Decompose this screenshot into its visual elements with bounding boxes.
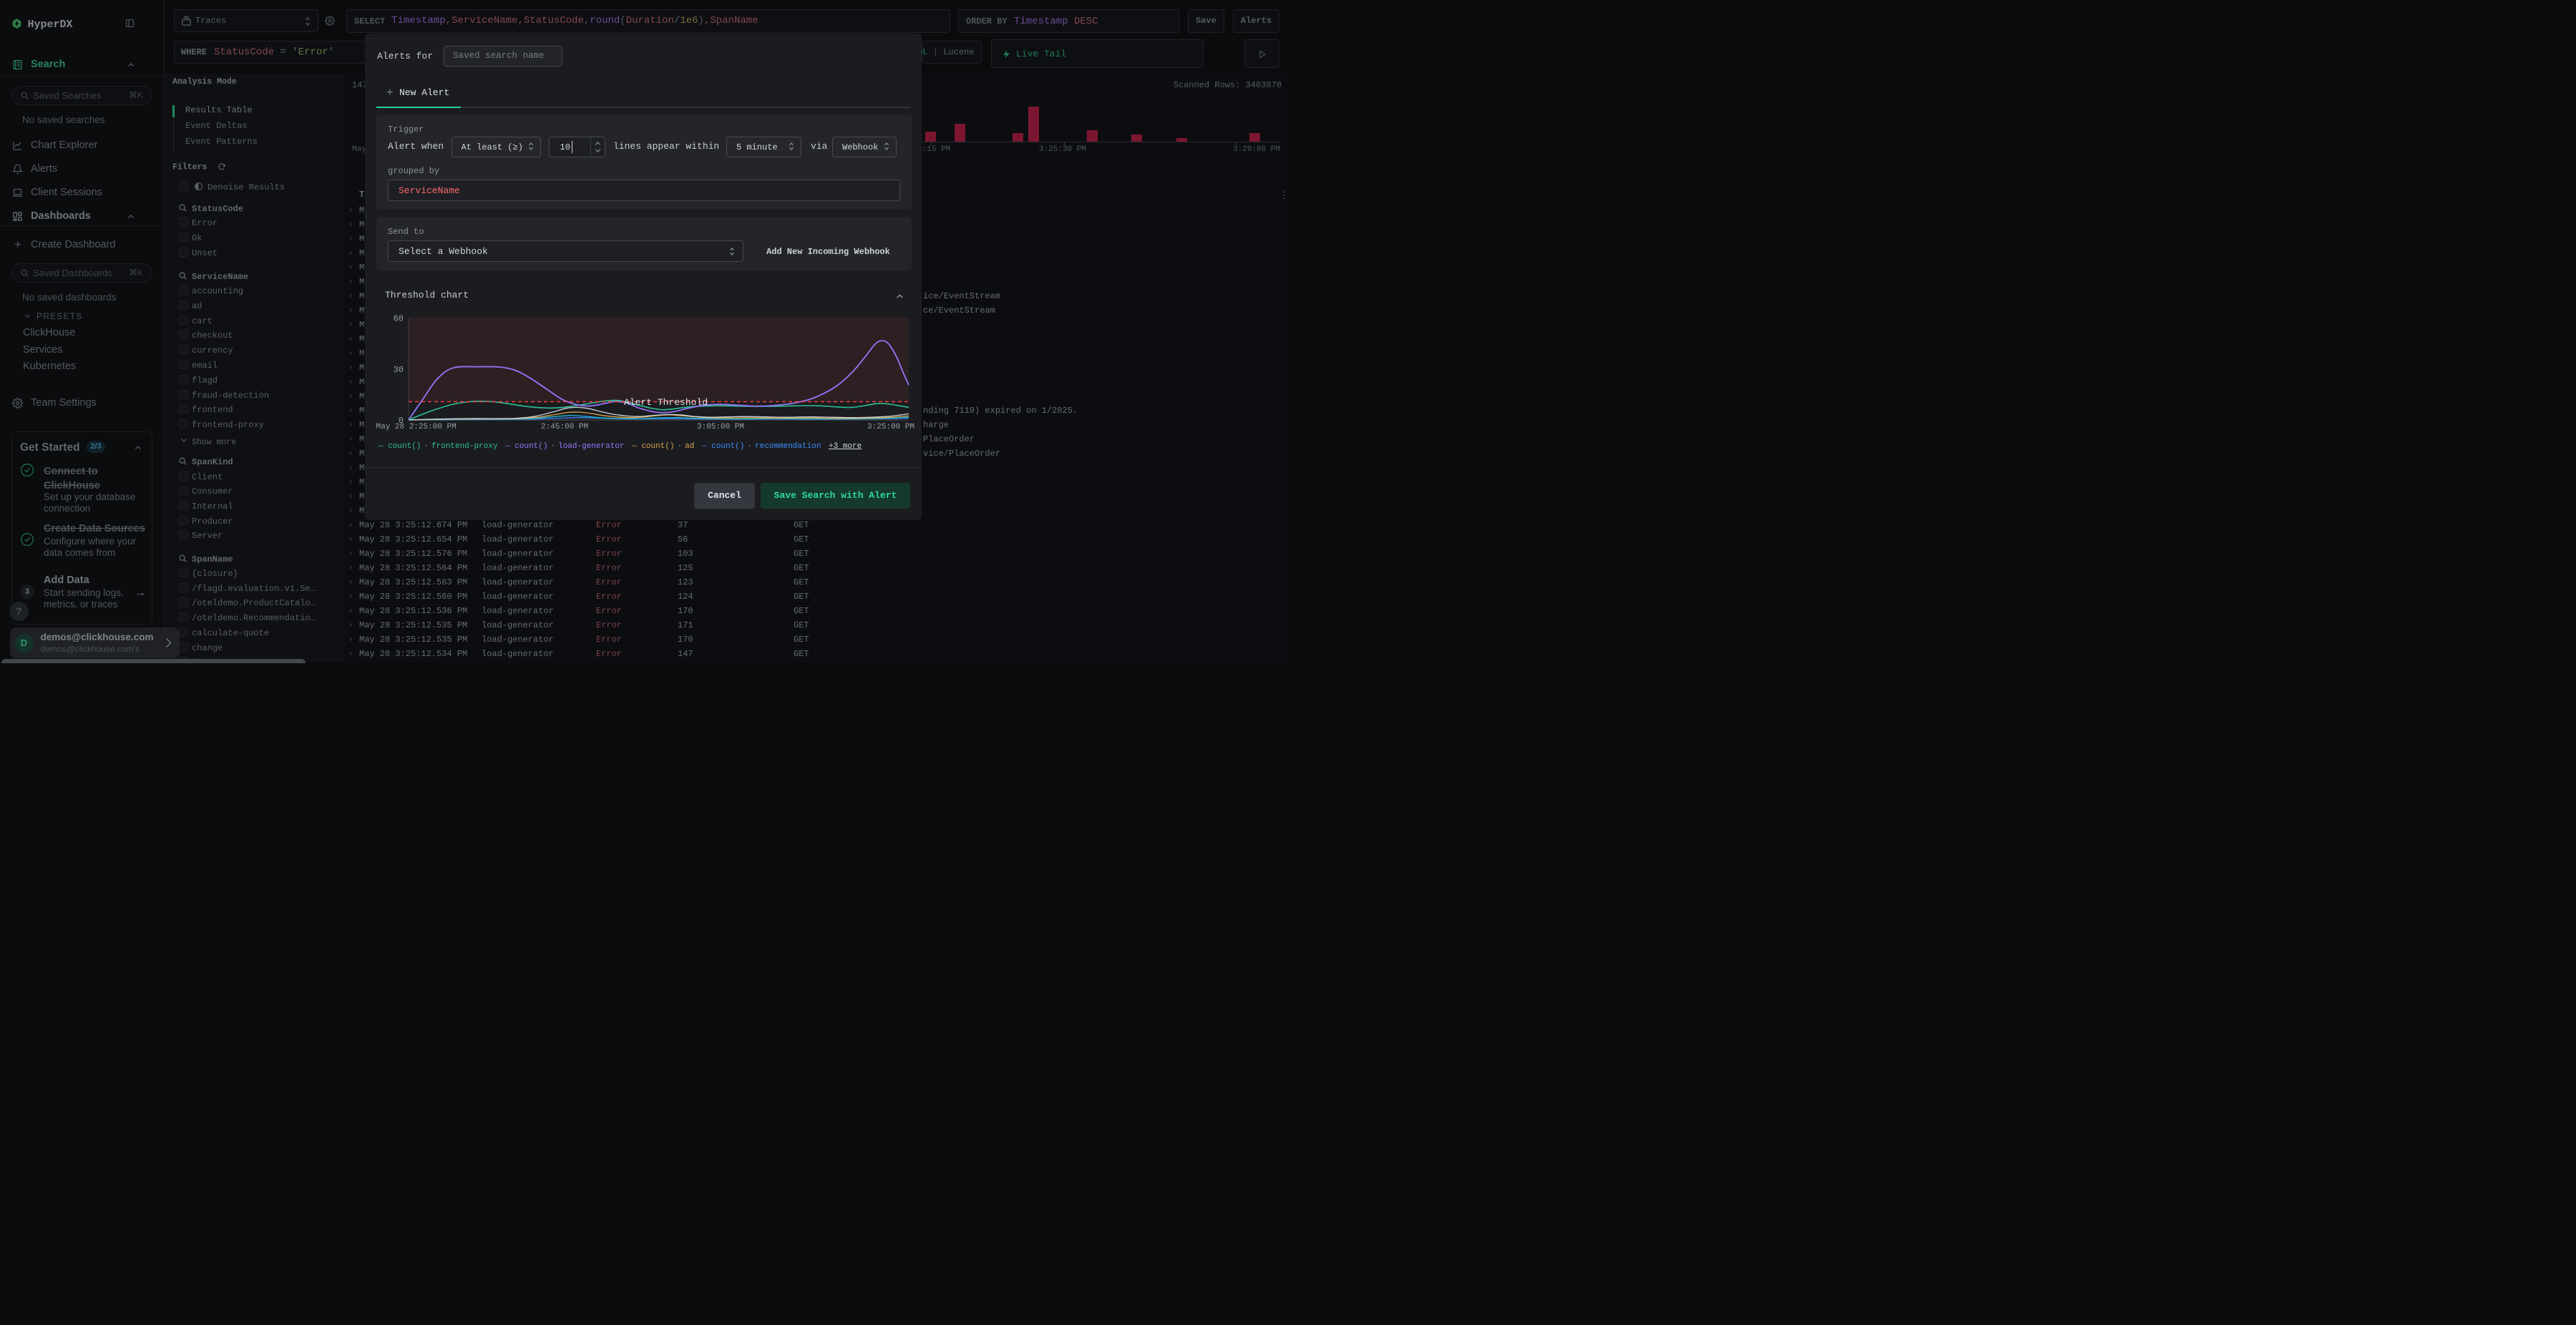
svg-text:0: 0 [399, 416, 404, 426]
svg-text:60: 60 [394, 314, 404, 324]
svg-text:Alert Threshold: Alert Threshold [624, 397, 708, 408]
svg-text:30: 30 [394, 365, 404, 375]
